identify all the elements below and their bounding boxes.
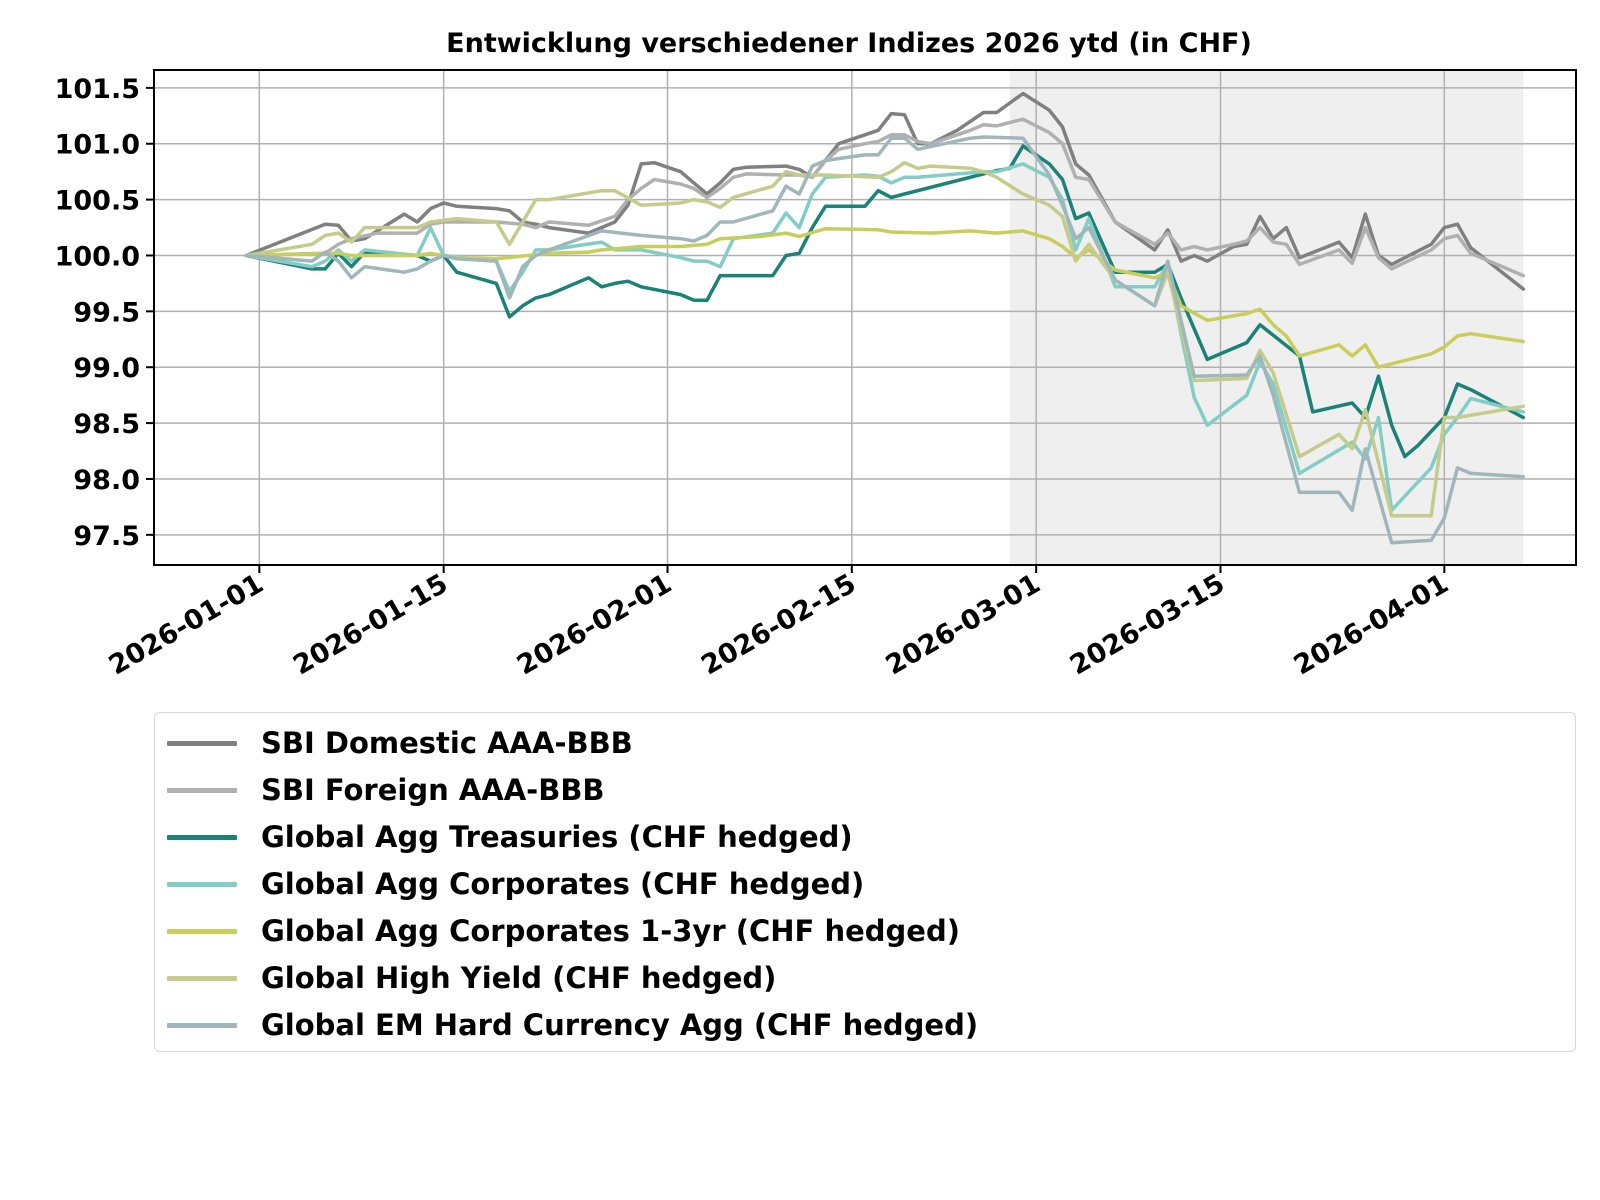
legend-label: Global Agg Corporates (CHF hedged) bbox=[261, 867, 865, 901]
x-tick-label: 2026-02-01 bbox=[512, 568, 677, 681]
legend: SBI Domestic AAA-BBB SBI Foreign AAA-BBB G… bbox=[154, 712, 1576, 1052]
legend-swatch bbox=[167, 881, 237, 887]
x-tick-label: 2026-04-01 bbox=[1289, 568, 1454, 681]
legend-swatch bbox=[167, 928, 237, 934]
legend-swatch bbox=[167, 834, 237, 840]
legend-item: Global Agg Corporates (CHF hedged) bbox=[167, 864, 864, 904]
series-line-7 bbox=[244, 135, 1526, 545]
legend-item: Global Agg Corporates 1-3yr (CHF hedged) bbox=[167, 911, 960, 951]
legend-swatch bbox=[167, 787, 237, 793]
legend-swatch bbox=[167, 1022, 237, 1028]
chart-title: Entwicklung verschiedener Indizes 2026 y… bbox=[446, 28, 1252, 59]
x-tick-label: 2026-03-15 bbox=[1065, 568, 1230, 681]
legend-label: Global EM Hard Currency Agg (CHF hedged) bbox=[261, 1008, 979, 1042]
legend-item: Global High Yield (CHF hedged) bbox=[167, 958, 776, 998]
series-line-5 bbox=[244, 226, 1526, 369]
y-tick-label: 101.5 bbox=[55, 74, 140, 105]
series-line-1 bbox=[244, 91, 1526, 291]
x-tick-label: 2026-02-15 bbox=[696, 568, 861, 681]
series-line-6 bbox=[244, 160, 1526, 518]
y-tick-label: 97.5 bbox=[73, 521, 140, 552]
x-tick-label: 2026-01-01 bbox=[104, 568, 269, 681]
legend-swatch bbox=[167, 975, 237, 981]
legend-label: Global Agg Corporates 1-3yr (CHF hedged) bbox=[261, 914, 960, 948]
legend-label: SBI Domestic AAA-BBB bbox=[261, 726, 633, 760]
x-tick-label: 2026-03-01 bbox=[881, 568, 1046, 681]
legend-label: SBI Foreign AAA-BBB bbox=[261, 773, 605, 807]
legend-swatch bbox=[167, 740, 237, 746]
legend-item: Global Agg Treasuries (CHF hedged) bbox=[167, 817, 853, 857]
y-tick-label: 99.5 bbox=[73, 297, 140, 328]
y-tick-label: 98.0 bbox=[73, 465, 140, 496]
y-tick-label: 99.0 bbox=[73, 353, 140, 384]
x-tick-label: 2026-01-15 bbox=[288, 568, 453, 681]
y-tick-label: 100.0 bbox=[55, 241, 140, 272]
series-line-3 bbox=[244, 144, 1526, 459]
y-tick-label: 100.5 bbox=[55, 186, 140, 217]
plot-frame bbox=[153, 69, 1577, 566]
series-line-2 bbox=[244, 117, 1526, 278]
legend-item: Global EM Hard Currency Agg (CHF hedged) bbox=[167, 1005, 978, 1045]
legend-item: SBI Foreign AAA-BBB bbox=[167, 770, 605, 810]
legend-item: SBI Domestic AAA-BBB bbox=[167, 723, 633, 763]
y-tick-label: 101.0 bbox=[55, 130, 140, 161]
y-tick-label: 98.5 bbox=[73, 409, 140, 440]
legend-label: Global High Yield (CHF hedged) bbox=[261, 961, 777, 995]
legend-label: Global Agg Treasuries (CHF hedged) bbox=[261, 820, 853, 854]
